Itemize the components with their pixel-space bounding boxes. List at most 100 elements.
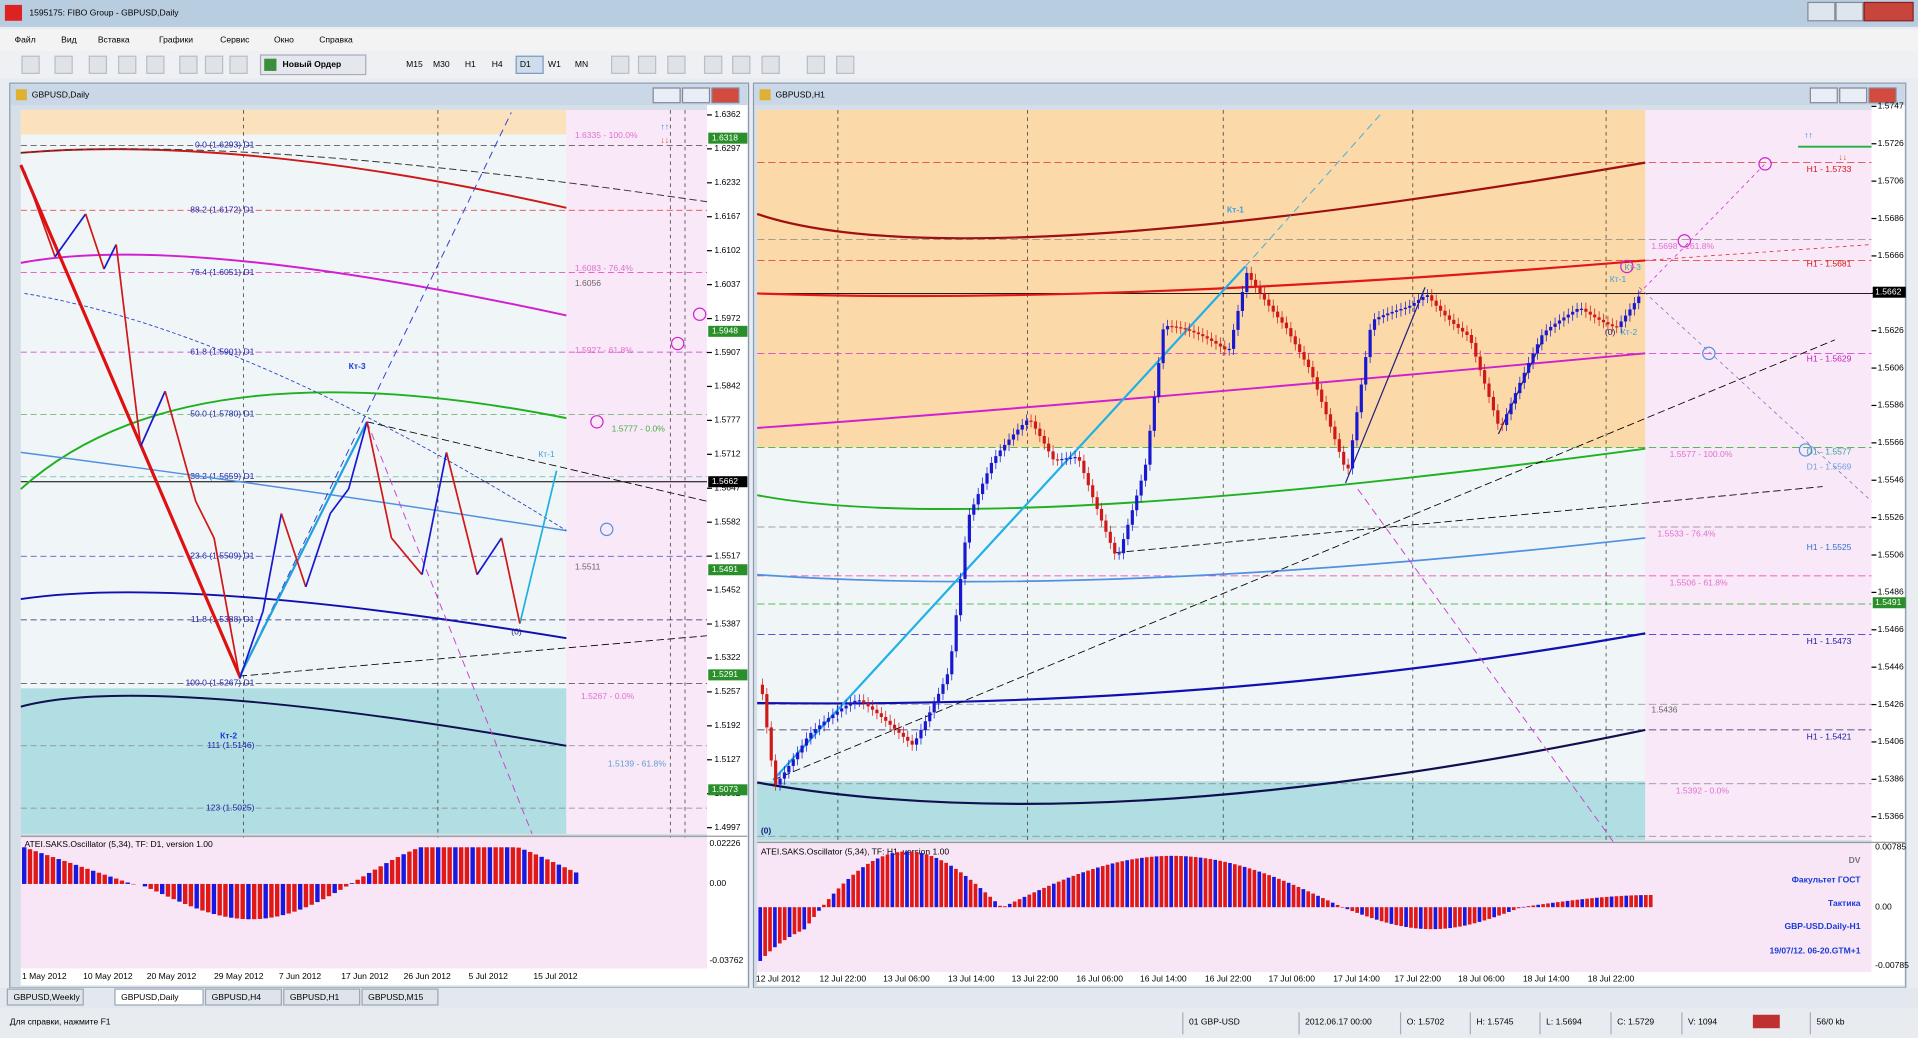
- fib-level-label: 11.8 (1.5388) D1: [191, 614, 255, 624]
- menu-item[interactable]: Вид: [61, 35, 76, 45]
- window-button[interactable]: [681, 87, 711, 104]
- oscillator-scale: 0.00: [1875, 901, 1892, 911]
- oscillator-bar: [988, 896, 993, 908]
- toolbar-button[interactable]: [88, 55, 108, 74]
- candle: [1601, 319, 1606, 323]
- annotation: Кт-1: [538, 449, 555, 459]
- menu-item[interactable]: Сервис: [220, 35, 250, 45]
- candle: [1421, 296, 1425, 301]
- window-button[interactable]: [652, 87, 681, 104]
- timeframe-button[interactable]: [461, 56, 489, 74]
- date-label: 1 May 2012: [22, 971, 67, 981]
- candle: [910, 740, 914, 745]
- toolbar-button[interactable]: [836, 55, 855, 74]
- new-order-button[interactable]: [259, 54, 367, 76]
- oscillator-bar: [856, 870, 860, 908]
- status-text: Для справки, нажмите F1: [10, 1016, 111, 1026]
- timeframe-button[interactable]: [488, 56, 515, 74]
- timeframe-button[interactable]: [429, 56, 457, 74]
- oscillator-bar: [807, 907, 811, 924]
- oscillator-bar: [1203, 858, 1208, 908]
- candle: [1500, 423, 1504, 425]
- date-label: 10 May 2012: [83, 971, 133, 981]
- timeframe-button[interactable]: [544, 56, 572, 74]
- oscillator-bar: [1502, 907, 1506, 914]
- toolbar-button[interactable]: [703, 55, 723, 74]
- window-button[interactable]: [711, 87, 740, 104]
- annotation: Кт-3: [1624, 262, 1641, 272]
- timeframe-label: H4: [492, 59, 503, 69]
- oscillator-bar: [1174, 855, 1178, 908]
- menu-item[interactable]: Справка: [319, 35, 353, 45]
- fib-level-label: 100.0 (1.5267) D1: [186, 678, 255, 688]
- toolbar-button[interactable]: [806, 55, 826, 74]
- oscillator-bar: [246, 883, 251, 920]
- toolbar-button[interactable]: [732, 55, 751, 74]
- toolbar-button[interactable]: [21, 55, 40, 74]
- oscillator-bar: [303, 883, 309, 908]
- chart-icon: [15, 89, 27, 101]
- oscillator-bar: [68, 862, 73, 884]
- candle: [1170, 325, 1174, 328]
- oscillator-bar: [880, 856, 885, 908]
- menu-item[interactable]: Вставка: [98, 35, 130, 45]
- toolbar-button[interactable]: [204, 55, 224, 74]
- menu-item[interactable]: Окно: [274, 35, 294, 45]
- menu-item[interactable]: Графики: [159, 35, 193, 45]
- window-button[interactable]: [1868, 87, 1897, 104]
- toolbar-button[interactable]: [229, 55, 248, 74]
- tab[interactable]: [283, 988, 361, 1006]
- candle: [1302, 352, 1306, 360]
- candle: [932, 703, 936, 713]
- annotation: 1.5698 - 161.8%: [1651, 241, 1714, 251]
- toolbar-button[interactable]: [761, 55, 780, 74]
- price-label: 1.5386: [1878, 774, 1904, 784]
- tab[interactable]: [204, 988, 282, 1006]
- tab[interactable]: [6, 988, 84, 1006]
- window-button[interactable]: [1839, 87, 1868, 104]
- price-label: 1.5426: [1878, 699, 1904, 709]
- indicator-line: [20, 591, 567, 640]
- oscillator-bar: [274, 883, 280, 917]
- indicator-line: [239, 112, 512, 677]
- oscillator-bar: [978, 888, 983, 908]
- oscillator-bar: [188, 883, 194, 907]
- toolbar-button[interactable]: [637, 55, 657, 74]
- tab[interactable]: [361, 988, 439, 1006]
- indicator-line: [54, 213, 87, 258]
- time-axis: [757, 971, 1872, 986]
- toolbar-button[interactable]: [667, 55, 686, 74]
- toolbar-button[interactable]: [54, 55, 73, 74]
- annotation: (0): [511, 626, 522, 636]
- window-button[interactable]: [1809, 87, 1838, 104]
- chart-window-title-bar: [11, 84, 748, 106]
- oscillator-bar: [251, 883, 257, 920]
- candle: [1425, 295, 1429, 297]
- candle: [1232, 329, 1236, 349]
- annotation: Кт-3: [349, 361, 366, 371]
- close-button[interactable]: [1863, 1, 1914, 22]
- timeframe-button[interactable]: [402, 56, 430, 74]
- toolbar-button[interactable]: [146, 55, 165, 74]
- timeframe-button[interactable]: [571, 56, 599, 74]
- menu-item[interactable]: Файл: [15, 35, 36, 45]
- annotation: 1.5533 - 76.4%: [1657, 529, 1715, 539]
- price-label: 1.5257: [714, 686, 740, 696]
- toolbar-button[interactable]: [179, 55, 198, 74]
- timeframe-button[interactable]: [515, 55, 544, 74]
- candle: [1527, 363, 1531, 373]
- price-label: 1.6362: [714, 109, 740, 119]
- level-label: H1 - 1.5681: [1807, 258, 1852, 268]
- tab[interactable]: [114, 988, 204, 1006]
- oscillator-bar: [1634, 895, 1638, 908]
- candle: [1544, 330, 1548, 336]
- maximize-button[interactable]: [1835, 1, 1864, 22]
- timeframe-label: M15: [406, 59, 423, 69]
- candle: [1408, 305, 1412, 308]
- minimize-button[interactable]: [1807, 1, 1836, 22]
- indicator-line: [1115, 486, 1823, 554]
- oscillator-bar: [22, 847, 27, 884]
- toolbar-button[interactable]: [610, 55, 630, 74]
- toolbar-button[interactable]: [118, 55, 137, 74]
- oscillator-bar: [1599, 897, 1604, 908]
